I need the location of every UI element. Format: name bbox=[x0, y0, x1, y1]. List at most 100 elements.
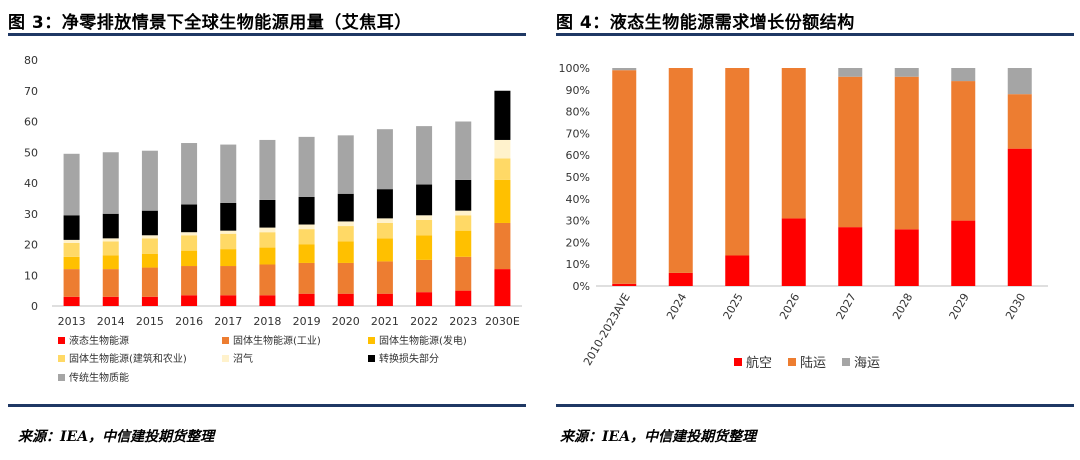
bar-segment-0-5 bbox=[894, 229, 919, 286]
x-tick-label-4: 2017 bbox=[214, 315, 242, 328]
bar-segment-2-4 bbox=[838, 68, 863, 77]
x-tick-label-3: 2026 bbox=[777, 291, 802, 322]
left-stacked-bar-chart: 0 10 20 30 40 50 60 70 80 2013 2014 2015 2016 2017 201… bbox=[24, 54, 522, 384]
bar-segment-2-1 bbox=[102, 255, 119, 270]
legend-label-5: 转换损失部分 bbox=[379, 352, 439, 365]
y-tick-label-6: 60% bbox=[566, 149, 590, 162]
legend-swatch-1 bbox=[222, 337, 229, 344]
bar-segment-0-2 bbox=[725, 255, 750, 286]
x-tick-label-2: 2015 bbox=[136, 315, 164, 328]
bar-segment-6-8 bbox=[376, 129, 393, 190]
y-tick-label-3: 30% bbox=[566, 215, 590, 228]
x-tick-label-4: 2027 bbox=[834, 291, 859, 322]
y-tick-label-1: 10% bbox=[566, 258, 590, 271]
bar-segment-1-7 bbox=[1007, 94, 1032, 149]
x-tick-label-11: 2030E bbox=[485, 315, 520, 328]
x-tick-label-0: 2013 bbox=[58, 315, 86, 328]
right-source-note: 来源：IEA，中信建投期货整理 bbox=[560, 429, 757, 445]
x-tick-label-8: 2021 bbox=[371, 315, 399, 328]
right-percent-stacked-bar-chart: 0% 10% 20% 30% 40% 50% 60% 70% 80% 90% 100% 2010-20… bbox=[559, 62, 1048, 371]
bar-segment-4-2 bbox=[141, 235, 158, 239]
y-tick-label-2: 20 bbox=[24, 239, 38, 252]
y-tick-label-0: 0 bbox=[31, 300, 38, 313]
legend-label-0: 液态生物能源 bbox=[69, 334, 129, 347]
bar-segment-1-9 bbox=[416, 259, 433, 293]
y-tick-label-3: 30 bbox=[24, 208, 38, 221]
legend-label-2: 海运 bbox=[854, 356, 880, 371]
bar-segment-2-0 bbox=[612, 68, 637, 71]
bar-segment-3-10 bbox=[455, 215, 472, 231]
bar-segment-2-6 bbox=[298, 244, 315, 263]
x-tick-label-1: 2014 bbox=[97, 315, 125, 328]
x-tick-label-5: 2018 bbox=[253, 315, 281, 328]
legend-swatch-1 bbox=[788, 358, 796, 366]
bar-segment-0-4 bbox=[220, 295, 237, 306]
x-tick-label-2: 2025 bbox=[721, 291, 746, 322]
bar-segment-6-6 bbox=[298, 136, 315, 197]
bar-segment-4-7 bbox=[337, 221, 354, 227]
bar-segment-4-9 bbox=[416, 215, 433, 220]
legend-label-4: 沼气 bbox=[233, 352, 253, 365]
bar-segment-0-6 bbox=[298, 293, 315, 306]
bar-segment-3-0 bbox=[63, 242, 80, 257]
legend-label-1: 固体生物能源(工业) bbox=[233, 334, 321, 347]
bar-segment-2-2 bbox=[141, 253, 158, 268]
bar-segment-0-1 bbox=[102, 296, 119, 306]
x-tick-label-6: 2029 bbox=[947, 291, 972, 322]
bar-segment-1-11 bbox=[494, 222, 511, 270]
bar-segment-5-3 bbox=[181, 204, 198, 233]
y-tick-label-6: 60 bbox=[24, 116, 38, 129]
bar-segment-3-9 bbox=[416, 219, 433, 236]
bar-segment-4-10 bbox=[455, 210, 472, 216]
bar-segment-4-11 bbox=[494, 139, 511, 159]
bar-segment-1-0 bbox=[612, 70, 637, 284]
left-chart-title: 图 3：净零排放情景下全球生物能源用量（艾焦耳） bbox=[8, 13, 412, 33]
y-tick-label-8: 80 bbox=[24, 54, 38, 67]
bar-segment-5-2 bbox=[141, 210, 158, 236]
y-tick-label-5: 50% bbox=[566, 171, 590, 184]
legend-label-0: 航空 bbox=[746, 355, 772, 371]
bar-segment-1-1 bbox=[668, 68, 693, 273]
bar-segment-4-0 bbox=[63, 239, 80, 243]
y-tick-label-1: 10 bbox=[24, 269, 38, 282]
bar-segment-0-0 bbox=[612, 283, 637, 286]
bar-segment-6-0 bbox=[63, 153, 80, 216]
bar-segment-2-4 bbox=[220, 249, 237, 267]
bar-segment-5-5 bbox=[259, 199, 276, 228]
legend-label-6: 传统生物质能 bbox=[69, 371, 129, 384]
bar-segment-1-4 bbox=[220, 266, 237, 296]
bar-segment-6-5 bbox=[259, 139, 276, 200]
bar-segment-0-11 bbox=[494, 269, 511, 306]
right-bottom-rule bbox=[556, 404, 1074, 407]
bar-segment-2-10 bbox=[455, 230, 472, 257]
left-bottom-rule bbox=[8, 404, 526, 407]
y-tick-label-2: 20% bbox=[566, 236, 590, 249]
bar-segment-3-4 bbox=[220, 233, 237, 250]
bar-segment-1-3 bbox=[781, 68, 806, 219]
bar-segment-3-8 bbox=[376, 222, 393, 239]
bar-segment-5-6 bbox=[298, 196, 315, 225]
bar-segment-3-7 bbox=[337, 226, 354, 242]
bar-segment-1-10 bbox=[455, 256, 472, 291]
x-tick-label-9: 2022 bbox=[410, 315, 438, 328]
legend-swatch-0 bbox=[58, 337, 65, 344]
bar-segment-1-1 bbox=[102, 269, 119, 297]
bar-segment-5-10 bbox=[455, 179, 472, 211]
right-title-rule bbox=[556, 33, 1074, 36]
bar-segment-4-8 bbox=[376, 218, 393, 223]
y-tick-label-5: 50 bbox=[24, 146, 38, 159]
bar-segment-0-8 bbox=[376, 293, 393, 306]
bar-segment-2-8 bbox=[376, 238, 393, 262]
legend-swatch-2 bbox=[368, 337, 375, 344]
bar-segment-1-4 bbox=[838, 76, 863, 228]
y-tick-label-10: 100% bbox=[559, 62, 590, 75]
right-chart-title: 图 4：液态生物能源需求增长份额结构 bbox=[556, 13, 855, 33]
bar-segment-2-6 bbox=[951, 68, 976, 82]
bar-segment-0-2 bbox=[141, 296, 158, 306]
bar-segment-1-3 bbox=[181, 266, 198, 296]
x-tick-label-10: 2023 bbox=[449, 315, 477, 328]
legend-swatch-3 bbox=[58, 355, 65, 362]
bar-segment-6-7 bbox=[337, 135, 354, 194]
x-tick-label-1: 2024 bbox=[664, 291, 689, 322]
bar-segment-6-4 bbox=[220, 144, 237, 203]
